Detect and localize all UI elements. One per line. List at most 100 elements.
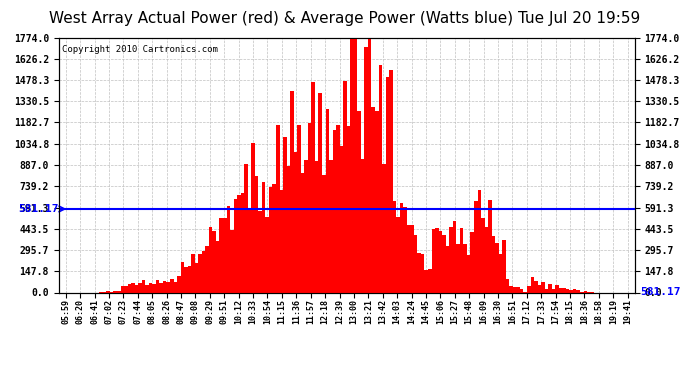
Bar [357,111,361,292]
Bar [286,166,290,292]
Bar [213,231,216,292]
Bar [516,287,520,292]
Bar [124,286,128,292]
Bar [541,282,544,292]
Bar [258,211,262,292]
Bar [471,232,474,292]
Bar [464,244,467,292]
Bar [407,225,411,292]
Bar [424,270,428,292]
Bar [555,285,559,292]
Bar [361,159,364,292]
Bar [484,227,488,292]
Bar [460,228,464,292]
Bar [513,286,516,292]
Bar [248,210,251,292]
Bar [442,235,446,292]
Text: West Array Actual Power (red) & Average Power (Watts blue) Tue Jul 20 19:59: West Array Actual Power (red) & Average … [50,11,640,26]
Bar [495,243,499,292]
Bar [121,286,124,292]
Bar [474,201,477,292]
Bar [262,182,266,292]
Bar [580,291,584,292]
Bar [191,254,195,292]
Bar [534,280,538,292]
Bar [135,285,138,292]
Bar [347,126,351,292]
Bar [393,201,396,292]
Bar [477,190,481,292]
Bar [502,240,506,292]
Bar [255,176,258,292]
Bar [301,173,304,292]
Bar [283,137,286,292]
Bar [230,230,234,292]
Bar [506,279,509,292]
Bar [411,225,414,292]
Bar [414,235,417,292]
Bar [113,291,117,292]
Bar [326,109,329,292]
Bar [548,284,552,292]
Bar [364,47,368,292]
Bar [223,218,226,292]
Bar [163,281,166,292]
Bar [351,38,354,292]
Bar [488,200,492,292]
Bar [509,285,513,292]
Bar [435,228,439,292]
Bar [566,289,569,292]
Bar [219,218,223,292]
Bar [354,38,357,292]
Bar [371,107,375,292]
Bar [453,221,456,292]
Bar [188,266,191,292]
Bar [216,241,219,292]
Bar [339,146,343,292]
Bar [382,164,386,292]
Bar [152,284,156,292]
Bar [368,38,371,292]
Bar [573,289,576,292]
Bar [173,282,177,292]
Bar [304,160,308,292]
Bar [531,276,534,292]
Bar [297,125,301,292]
Text: 581.17: 581.17 [18,204,59,214]
Bar [379,65,382,292]
Bar [552,289,555,292]
Bar [159,283,163,292]
Bar [584,291,587,292]
Bar [343,81,347,292]
Bar [201,251,206,292]
Bar [421,254,424,292]
Bar [251,143,255,292]
Bar [428,269,431,292]
Bar [117,291,121,292]
Bar [576,290,580,292]
Bar [177,276,181,292]
Bar [499,254,502,292]
Bar [226,206,230,292]
Bar [106,291,110,292]
Bar [146,285,149,292]
Bar [266,217,269,292]
Bar [336,125,339,292]
Bar [315,161,319,292]
Bar [128,284,131,292]
Bar [138,283,141,292]
Bar [234,199,237,292]
Bar [527,286,531,292]
Bar [492,236,495,292]
Bar [386,76,389,292]
Bar [294,152,297,292]
Bar [131,284,135,292]
Bar [569,290,573,292]
Bar [279,190,283,292]
Bar [184,267,188,292]
Bar [273,184,276,292]
Bar [544,288,548,292]
Text: 581.17: 581.17 [640,288,681,297]
Bar [456,244,460,292]
Bar [319,93,322,292]
